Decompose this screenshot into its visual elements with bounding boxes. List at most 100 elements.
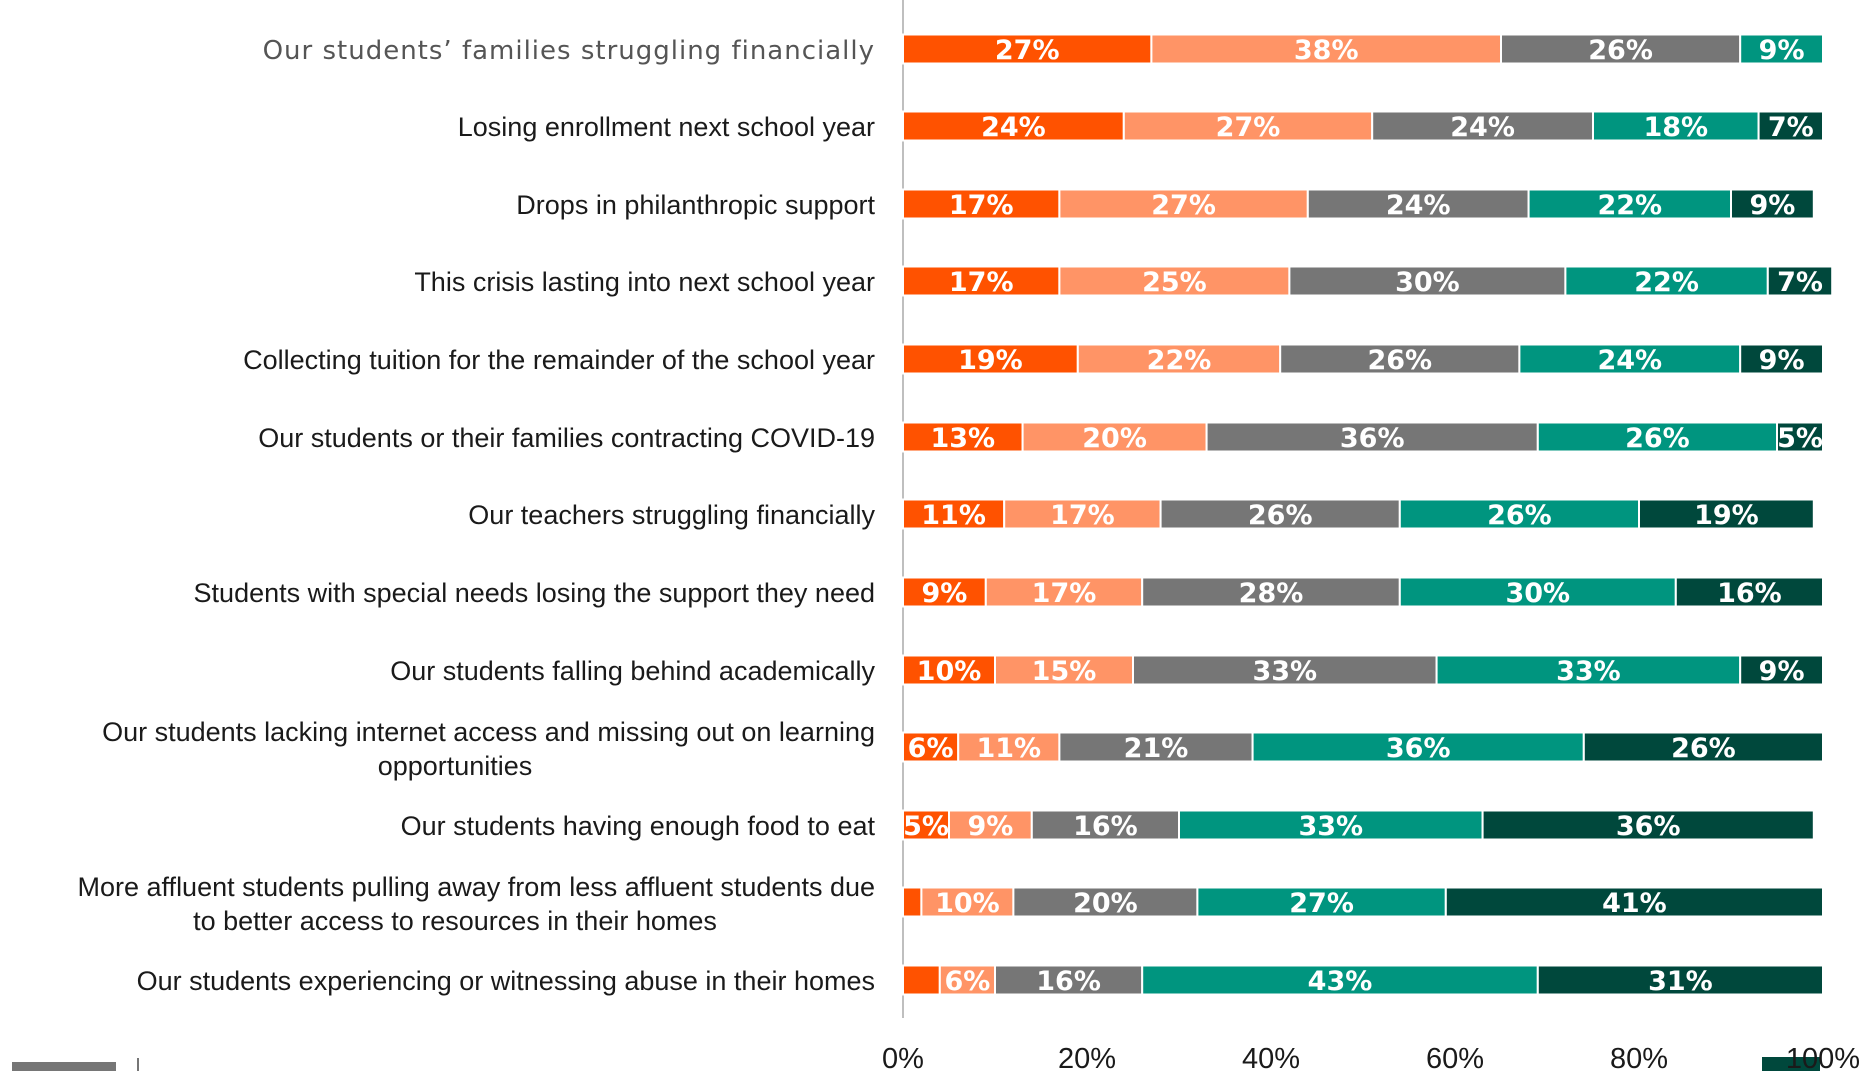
- bar-segment: [1638, 498, 1815, 530]
- category-label-text: Drops in philanthropic support: [516, 190, 875, 220]
- data-label: 18%: [1643, 112, 1708, 143]
- x-tick-label: 100%: [1786, 1043, 1860, 1071]
- category-label-line1: Our students lacking internet access and…: [102, 717, 875, 747]
- data-label: 13%: [930, 423, 995, 454]
- bar-segment: [1766, 265, 1834, 297]
- data-label: 6%: [944, 966, 990, 997]
- category-label: Students with special needs losing the s…: [194, 578, 875, 608]
- data-label: 27%: [995, 35, 1060, 66]
- bar-segment: [1674, 576, 1825, 608]
- bar-segment: [1021, 421, 1208, 453]
- category-label: Our students or their families contracti…: [258, 423, 875, 453]
- data-label: 7%: [1768, 112, 1814, 143]
- bar-segment: [902, 576, 987, 608]
- bar-segment: [902, 654, 996, 686]
- bar-segment: [1739, 343, 1824, 375]
- data-label: 25%: [1142, 267, 1207, 298]
- bar-segment: [1159, 498, 1401, 530]
- bar-segment: [1739, 654, 1824, 686]
- bar-segment: [902, 886, 923, 918]
- data-label: 33%: [1298, 811, 1363, 842]
- category-label: Our students’ families struggling financ…: [263, 36, 874, 66]
- data-label: 24%: [1597, 345, 1662, 376]
- bar-segment: [920, 886, 1015, 918]
- bar-segment: [1012, 886, 1199, 918]
- bar-segment: [1251, 731, 1585, 763]
- legend-swatch: [1762, 1057, 1820, 1071]
- data-label: 36%: [1616, 811, 1681, 842]
- category-label-text: Our students experiencing or witnessing …: [137, 966, 875, 996]
- category-label: Drops in philanthropic support: [516, 190, 875, 220]
- data-label: 17%: [949, 190, 1014, 221]
- data-label: 5%: [903, 811, 949, 842]
- bar-segment: [1536, 421, 1779, 453]
- bar-segment: [902, 498, 1006, 530]
- data-label: 16%: [1717, 578, 1782, 609]
- bar-segment: [1481, 809, 1815, 841]
- category-label: Our teachers struggling financially: [468, 500, 875, 530]
- data-label: 9%: [1759, 656, 1805, 687]
- bar-segment: [1444, 886, 1825, 918]
- category-label: Our students having enough food to eat: [401, 811, 876, 841]
- data-label: 26%: [1248, 500, 1313, 531]
- data-label: 20%: [1073, 888, 1138, 919]
- bar-segment: [1776, 421, 1824, 453]
- data-label: 9%: [967, 811, 1013, 842]
- bar-segment: [1757, 110, 1824, 142]
- data-label: 36%: [1386, 733, 1451, 764]
- category-label: More affluent students pulling away from…: [78, 872, 875, 936]
- data-label: 17%: [949, 267, 1014, 298]
- data-label: 22%: [1597, 190, 1662, 221]
- category-label-text: Our students falling behind academically: [390, 656, 875, 686]
- bar-segment: [902, 964, 941, 996]
- data-label: 43%: [1308, 966, 1373, 997]
- category-label-text: Losing enrollment next school year: [458, 112, 875, 142]
- bar-segment: [1536, 964, 1825, 996]
- data-label: 16%: [1036, 966, 1101, 997]
- category-label: Our students experiencing or witnessing …: [137, 966, 875, 996]
- data-label: 33%: [1252, 656, 1317, 687]
- bar-segment: [902, 265, 1061, 297]
- category-label: Collecting tuition for the remainder of …: [243, 345, 875, 375]
- category-label-line2: opportunities: [378, 751, 533, 781]
- bar-segment: [1058, 188, 1309, 220]
- data-label: 33%: [1556, 656, 1621, 687]
- data-label: 30%: [1505, 578, 1570, 609]
- data-label: 15%: [1032, 656, 1097, 687]
- data-label: 7%: [1777, 267, 1823, 298]
- data-label: 9%: [1749, 190, 1795, 221]
- category-label: Losing enrollment next school year: [458, 112, 875, 142]
- bar-segment: [1178, 809, 1484, 841]
- bar-segment: [902, 343, 1079, 375]
- category-label-line1: More affluent students pulling away from…: [78, 872, 875, 902]
- data-label: 17%: [1032, 578, 1097, 609]
- bar-segment: [994, 964, 1144, 996]
- category-label-text: Collecting tuition for the remainder of …: [243, 345, 875, 375]
- bar-segment: [902, 188, 1061, 220]
- bar-segment: [1500, 33, 1742, 65]
- bar-segment: [1398, 576, 1677, 608]
- bar-segment: [1582, 731, 1825, 763]
- x-tick-label: 20%: [1058, 1043, 1116, 1071]
- bar-segment: [948, 809, 1033, 841]
- bar-segment: [1518, 343, 1742, 375]
- bar-segment: [984, 576, 1144, 608]
- category-label: This crisis lasting into next school yea…: [414, 267, 875, 297]
- data-label: 24%: [1450, 112, 1515, 143]
- data-label: 24%: [1386, 190, 1451, 221]
- data-label: 27%: [1289, 888, 1354, 919]
- bar-segment: [1739, 33, 1824, 65]
- data-label: 38%: [1294, 35, 1359, 66]
- data-label: 26%: [1625, 423, 1690, 454]
- bar-segment: [1150, 33, 1503, 65]
- category-label: Our students lacking internet access and…: [102, 717, 875, 781]
- category-label-line2: to better access to resources in their h…: [193, 906, 717, 936]
- x-tick-label: 80%: [1610, 1043, 1668, 1071]
- data-label: 27%: [1151, 190, 1216, 221]
- data-label: 22%: [1147, 345, 1212, 376]
- data-label: 10%: [935, 888, 1000, 919]
- x-tick-label: 60%: [1426, 1043, 1484, 1071]
- bar-segment: [1030, 809, 1181, 841]
